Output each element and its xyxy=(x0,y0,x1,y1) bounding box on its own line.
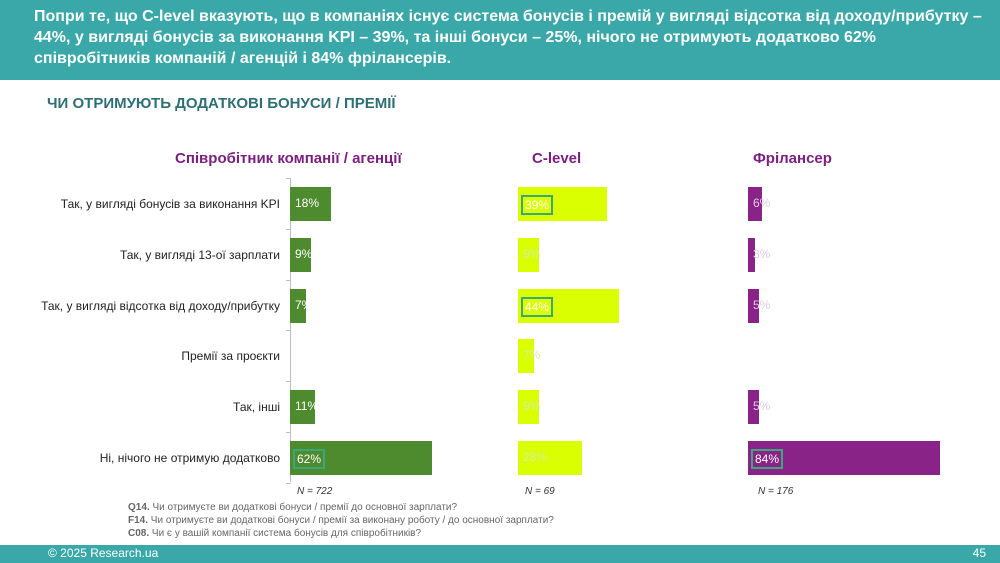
category-label: Премії за проєкти xyxy=(181,349,280,363)
data-label-clevel: 9% xyxy=(523,247,541,261)
data-label-employee: 11% xyxy=(295,399,319,413)
series-title-freelancer: Фрілансер xyxy=(753,150,832,167)
data-label-clevel: 39% xyxy=(521,195,554,215)
section-title: ЧИ ОТРИМУЮТЬ ДОДАТКОВІ БОНУСИ / ПРЕМІЇ xyxy=(47,95,396,112)
data-label-freelancer: 6% xyxy=(753,196,771,210)
copyright: © 2025 Research.ua xyxy=(48,546,159,560)
axis-tick xyxy=(286,178,291,179)
header-banner: Попри те, що C-level вказують, що в комп… xyxy=(0,0,1000,80)
axis-tick xyxy=(286,483,291,484)
data-label-freelancer: 5% xyxy=(753,298,771,312)
bar-employee xyxy=(290,238,311,272)
data-label-employee: 9% xyxy=(295,247,313,261)
data-label-employee: 62% xyxy=(293,449,326,469)
data-label-clevel: 28% xyxy=(523,450,548,464)
sample-size-freelancer: N = 176 xyxy=(758,486,794,497)
footer-bar: © 2025 Research.ua 45 xyxy=(0,545,1000,563)
sample-size-employee: N = 722 xyxy=(297,486,333,497)
category-label: Так, у вигляді бонусів за виконання KPI xyxy=(60,197,280,211)
header-text: Попри те, що C-level вказують, що в комп… xyxy=(34,8,982,67)
bar-employee xyxy=(290,390,315,424)
axis-tick xyxy=(286,229,291,230)
series-title-employee: Співробітник компанії / агенції xyxy=(175,150,402,167)
bar-clevel xyxy=(518,390,539,424)
category-label: Ні, нічого не отримую додатково xyxy=(99,451,280,465)
category-label: Так, у вигляді 13-ої зарплати xyxy=(119,248,280,262)
data-label-clevel: 7% xyxy=(523,348,541,362)
data-label-freelancer: 3% xyxy=(753,247,771,261)
question-notes: Q14. Чи отримуєте ви додаткові бонуси / … xyxy=(128,501,554,540)
axis-tick xyxy=(286,330,291,331)
bar-employee xyxy=(290,289,306,323)
bar-freelancer xyxy=(748,289,759,323)
note-q14: Q14. Чи отримуєте ви додаткові бонуси / … xyxy=(128,502,458,513)
series-title-clevel: C-level xyxy=(532,150,582,167)
axis-tick xyxy=(286,432,291,433)
data-label-employee: 18% xyxy=(295,196,320,210)
axis-tick xyxy=(286,280,291,281)
axis-tick xyxy=(286,381,291,382)
data-label-freelancer: 84% xyxy=(751,449,784,469)
data-label-freelancer: 5% xyxy=(753,399,771,413)
bar-freelancer xyxy=(748,441,940,475)
bar-freelancer xyxy=(748,187,762,221)
bar-clevel xyxy=(518,187,607,221)
page-number: 45 xyxy=(972,546,986,560)
bar-freelancer xyxy=(748,238,755,272)
data-label-employee: 7% xyxy=(295,298,313,312)
bar-clevel xyxy=(518,238,539,272)
data-label-clevel: 9% xyxy=(523,399,541,413)
bar-clevel xyxy=(518,289,619,323)
category-label: Так, у вигляді відсотка від доходу/прибу… xyxy=(41,299,280,313)
bar-employee xyxy=(290,441,432,475)
note-c08: C08. Чи є у вашій компанії система бонус… xyxy=(128,528,422,539)
category-label: Так, інші xyxy=(233,400,280,414)
bar-clevel xyxy=(518,441,582,475)
sample-size-clevel: N = 69 xyxy=(525,486,555,497)
bar-freelancer xyxy=(748,390,759,424)
data-label-clevel: 44% xyxy=(521,297,554,317)
note-f14: F14. Чи отримуєте ви додаткові бонуси / … xyxy=(128,515,554,526)
bar-clevel xyxy=(518,339,534,373)
bar-employee xyxy=(290,187,331,221)
